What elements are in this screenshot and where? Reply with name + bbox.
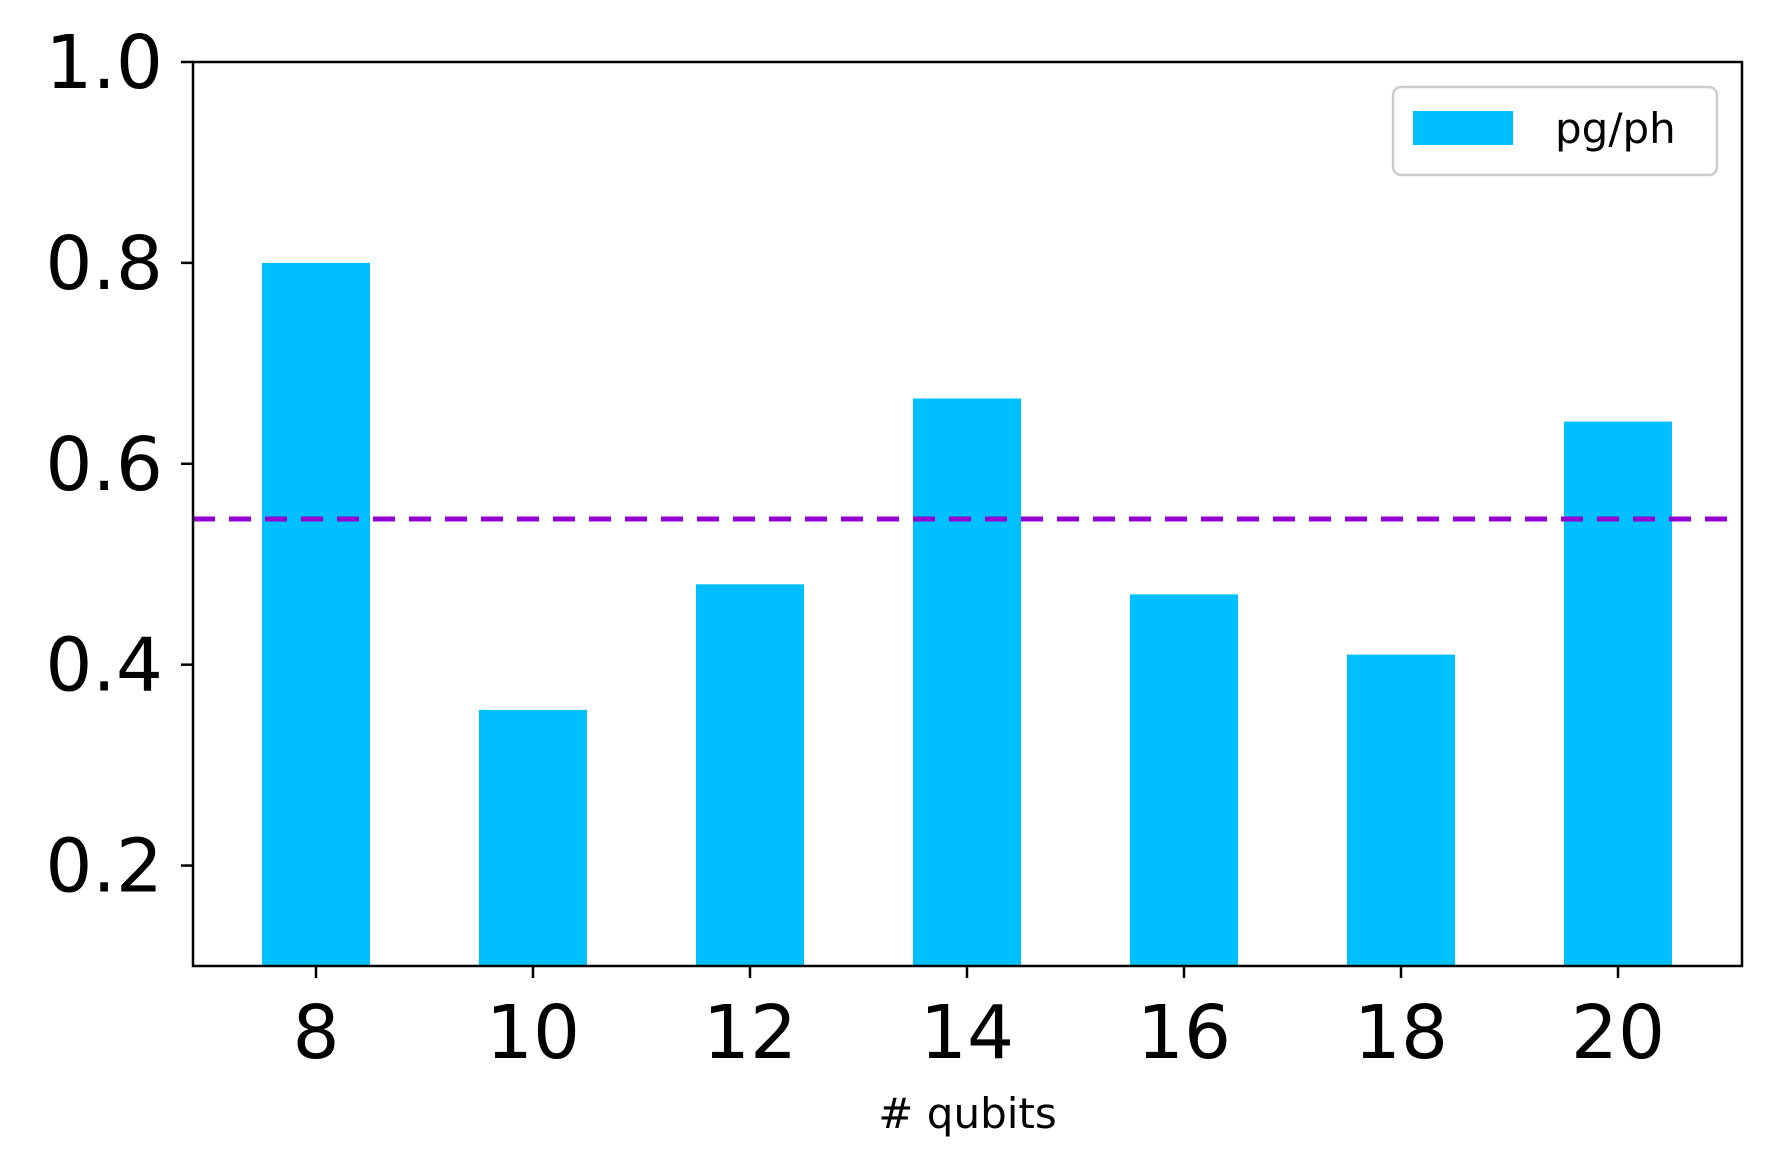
legend-swatch: [1413, 111, 1513, 145]
x-tick-label: 14: [920, 990, 1014, 1076]
x-axis-title: # qubits: [878, 1089, 1057, 1138]
y-tick-label: 0.8: [45, 221, 163, 307]
x-axis: 8 10 12 14 16 18 20: [292, 966, 1665, 1076]
bar-18: [1347, 654, 1455, 966]
legend-label: pg/ph: [1555, 104, 1676, 153]
bar-12: [696, 584, 804, 966]
bar-16: [1130, 594, 1238, 966]
x-tick-label: 20: [1571, 990, 1665, 1076]
x-tick-label: 10: [486, 990, 580, 1076]
y-tick-label: 0.4: [45, 623, 163, 709]
y-tick-label: 0.6: [45, 422, 163, 508]
x-tick-label: 16: [1137, 990, 1231, 1076]
y-tick-label: 0.2: [45, 824, 163, 910]
bar-20: [1564, 421, 1672, 966]
x-tick-label: 12: [703, 990, 797, 1076]
bar-10: [479, 709, 587, 966]
bars-group: [262, 262, 1672, 966]
x-tick-label: 8: [292, 990, 339, 1076]
bar-14: [913, 398, 1021, 966]
legend: pg/ph: [1391, 85, 1719, 177]
legend-box: [1391, 85, 1719, 177]
bar-8: [262, 262, 370, 966]
x-tick-label: 18: [1354, 990, 1448, 1076]
y-axis: 0.2 0.4 0.6 0.8 1.0: [45, 20, 193, 910]
y-tick-label: 1.0: [45, 20, 163, 106]
